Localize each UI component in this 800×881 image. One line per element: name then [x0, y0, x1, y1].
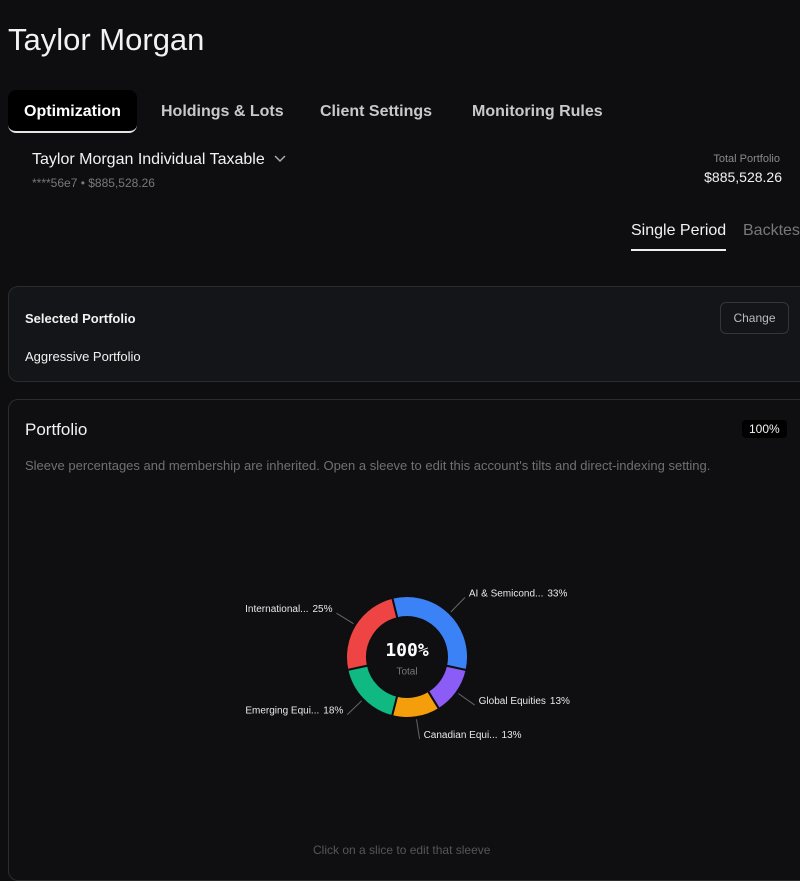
slice-value: 13% — [550, 696, 570, 707]
slice-label: Emerging Equi... 18% — [245, 705, 343, 716]
donut-slice — [346, 664, 399, 718]
leader-line — [450, 597, 466, 613]
card-title: Portfolio — [25, 420, 88, 439]
chevron — [274, 155, 286, 163]
tab[interactable]: Holdings & Lots — [161, 103, 284, 120]
slice-name: Global Equities — [479, 696, 546, 707]
tab[interactable]: Optimization — [8, 90, 137, 133]
card-title: Selected Portfolio — [25, 311, 136, 326]
center-value: 100% — [385, 640, 429, 661]
page: Taylor Morgan Optimization Holdings & Lo… — [8, 22, 800, 881]
slice-label: Canadian Equi... 13% — [424, 730, 522, 741]
total-label: Total Portfolio — [713, 153, 780, 165]
donut-chart: 100% Total AI & Semicond... 33% Global Equ… — [245, 588, 570, 741]
slice-label: International... 25% — [245, 604, 332, 615]
slice-label: Global Equities 13% — [479, 696, 570, 707]
center-label: Total — [396, 667, 417, 678]
account-select[interactable]: Taylor Morgan Individual Taxable — [32, 151, 287, 169]
tab[interactable]: Client Settings — [320, 103, 433, 120]
leader-line — [416, 719, 421, 740]
slice-name: Emerging Equi... — [245, 705, 319, 716]
period-tab[interactable]: Backtest — [743, 222, 800, 239]
badge: 100% — [742, 420, 787, 438]
leader-line — [336, 612, 354, 625]
donut-slice — [345, 596, 399, 672]
slice-value: 13% — [502, 730, 522, 741]
leader-line — [458, 693, 475, 706]
portfolio-name: Aggressive Portfolio — [25, 349, 141, 364]
portfolio-card: Portfolio 100% Sleeve percentages and me… — [8, 399, 800, 881]
slice-value: 18% — [323, 705, 343, 716]
total-value: $885,528.26 — [704, 169, 782, 185]
period-tab[interactable]: Single Period — [631, 222, 727, 251]
slice-name: Canadian Equi... — [424, 730, 498, 741]
slice-value: 25% — [313, 604, 333, 615]
account-subtitle: ****56e7 • $885,528.26 — [32, 176, 155, 190]
change-button[interactable]: Change — [720, 302, 789, 334]
slice-name: AI & Semicond... — [469, 588, 543, 599]
tab[interactable]: Monitoring Rules — [472, 103, 603, 120]
client-name: Taylor Morgan — [8, 22, 205, 57]
slice-label: AI & Semicond... 33% — [469, 588, 568, 599]
description: Sleeve percentages and membership are in… — [25, 458, 711, 473]
slice-value: 33% — [547, 588, 567, 599]
selected-portfolio-card: Selected Portfolio Change Aggressive Por… — [8, 286, 800, 382]
leader-line — [346, 700, 363, 716]
account-name: Taylor Morgan Individual Taxable — [32, 151, 265, 168]
slice-name: International... — [245, 604, 308, 615]
